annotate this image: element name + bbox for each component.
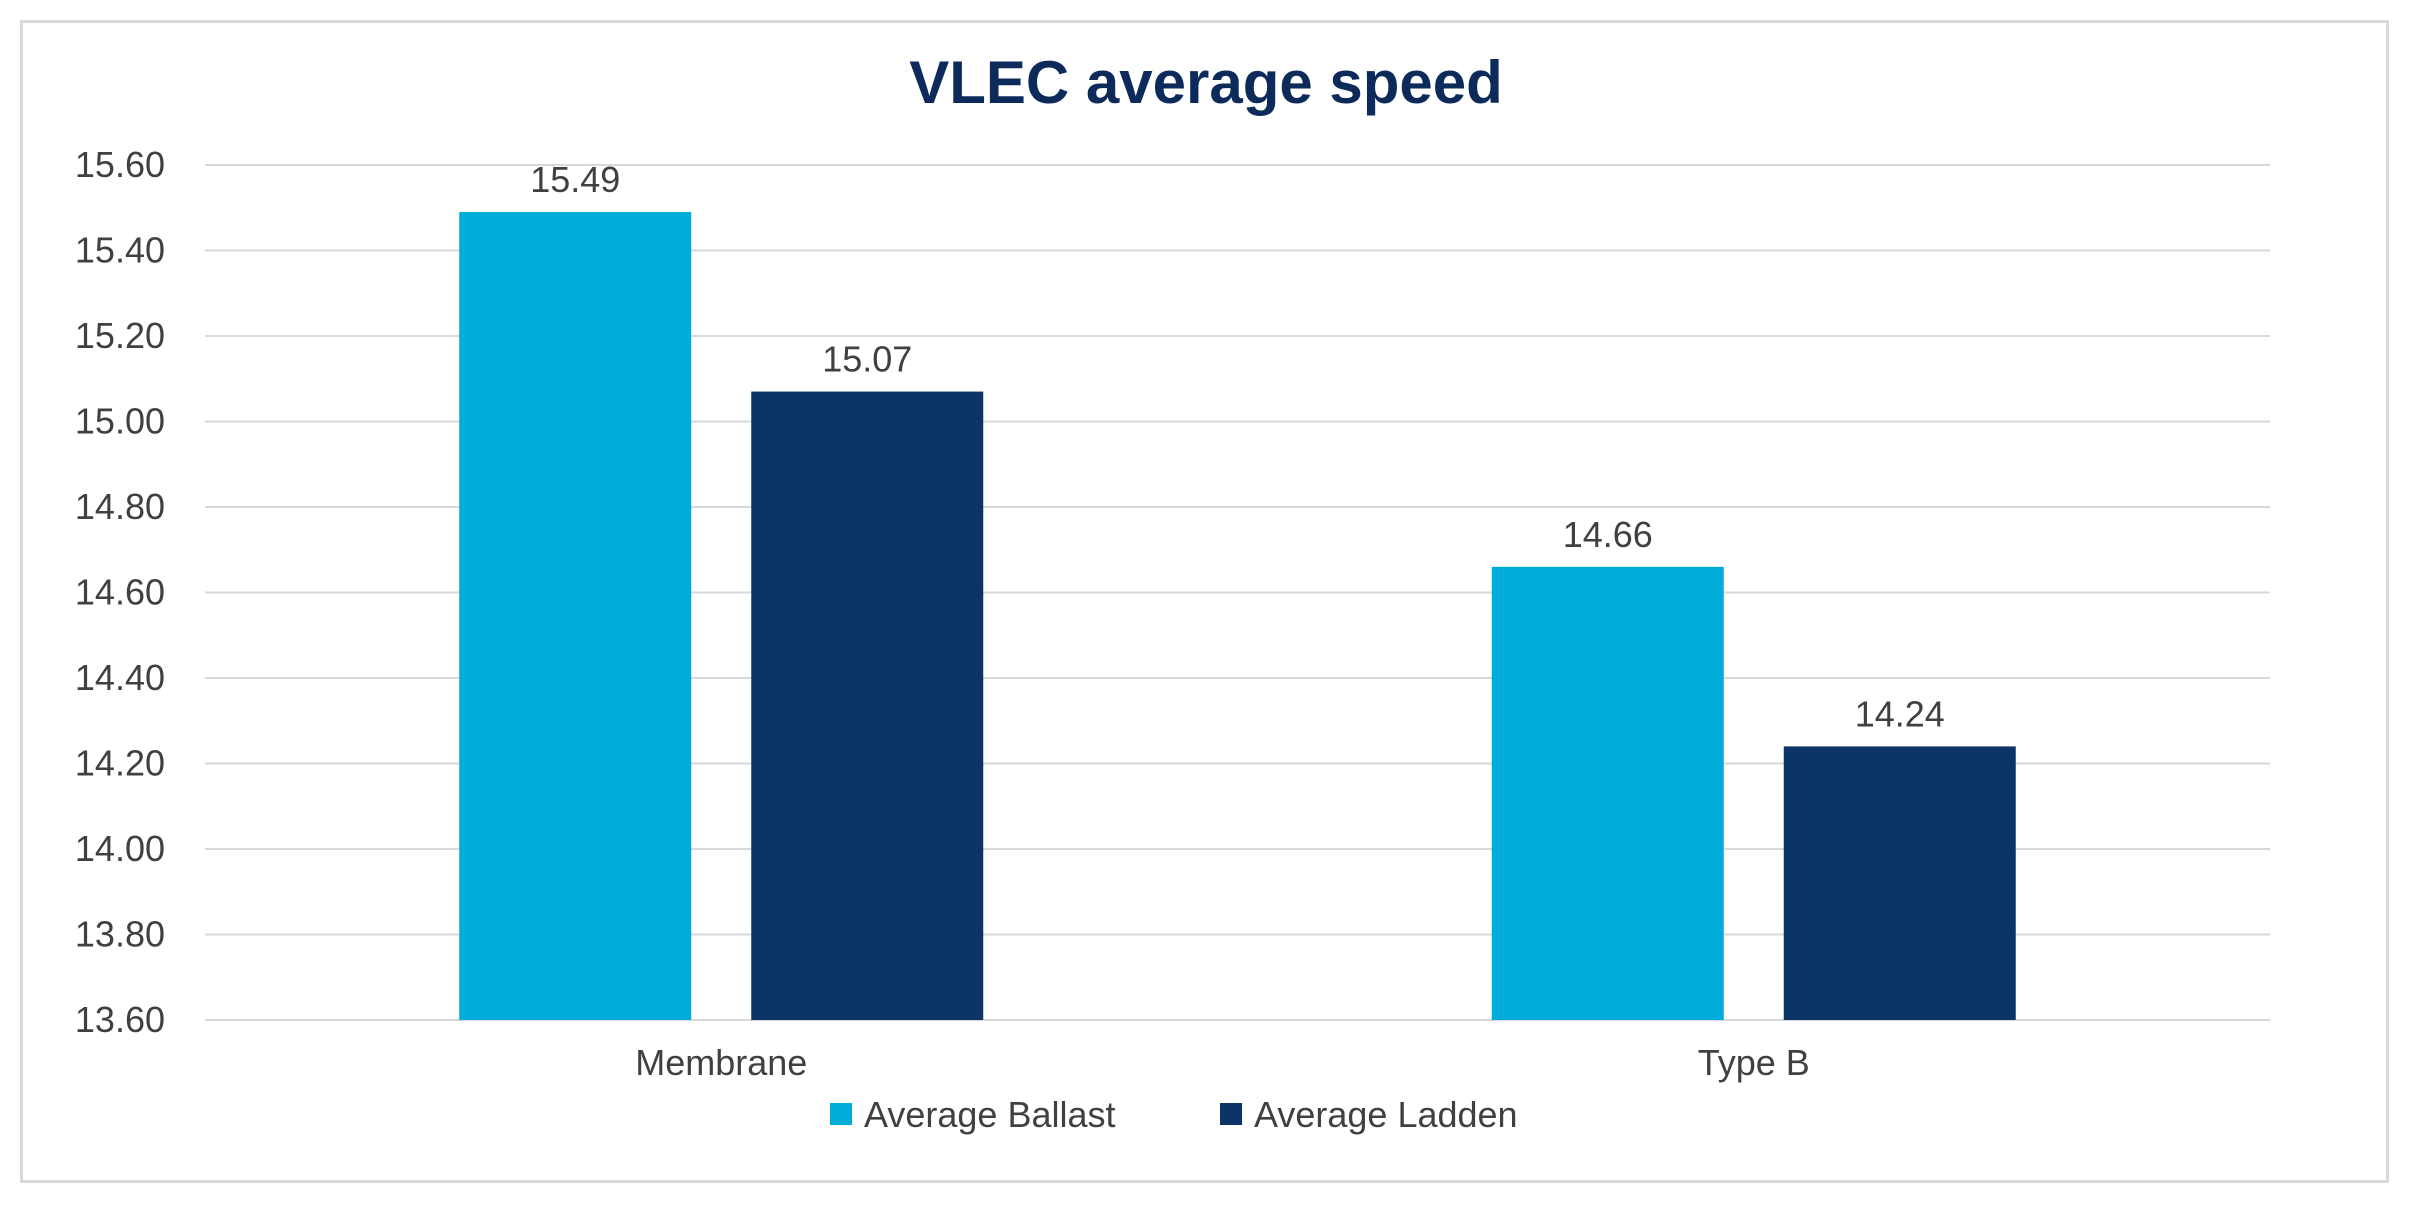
- x-category-label: Type B: [1698, 1042, 1810, 1083]
- y-tick-label: 15.20: [75, 315, 165, 356]
- data-label: 14.66: [1563, 514, 1653, 555]
- data-labels: 15.49 15.07 14.66 14.24: [530, 159, 1945, 734]
- y-tick-label: 14.00: [75, 828, 165, 869]
- y-tick-label: 14.60: [75, 572, 165, 613]
- legend: Average Ballast Average Ladden: [830, 1094, 1518, 1135]
- x-category-label: Membrane: [635, 1042, 807, 1083]
- legend-swatch: [1220, 1103, 1242, 1125]
- y-tick-label: 14.80: [75, 486, 165, 527]
- data-label: 15.07: [822, 339, 912, 380]
- bars: [459, 212, 2016, 1020]
- y-tick-label: 15.40: [75, 230, 165, 271]
- y-tick-label: 13.60: [75, 999, 165, 1040]
- data-label: 14.24: [1855, 693, 1945, 734]
- legend-label: Average Ladden: [1254, 1094, 1518, 1135]
- legend-label: Average Ballast: [864, 1094, 1116, 1135]
- y-axis-ticks: 13.60 13.80 14.00 14.20 14.40 14.60 14.80 15.00…: [75, 144, 165, 1040]
- legend-swatch: [830, 1103, 852, 1125]
- chart-title: VLEC average speed: [909, 49, 1503, 116]
- y-tick-label: 13.80: [75, 914, 165, 955]
- bar: [751, 391, 984, 1020]
- y-tick-label: 15.00: [75, 401, 165, 442]
- bar: [1491, 566, 1724, 1020]
- bar: [459, 212, 692, 1020]
- y-tick-label: 15.60: [75, 144, 165, 185]
- x-axis-categories: Membrane Type B: [635, 1042, 1810, 1083]
- y-tick-label: 14.20: [75, 743, 165, 784]
- bar: [1783, 746, 2016, 1020]
- data-label: 15.49: [530, 159, 620, 200]
- y-tick-label: 14.40: [75, 657, 165, 698]
